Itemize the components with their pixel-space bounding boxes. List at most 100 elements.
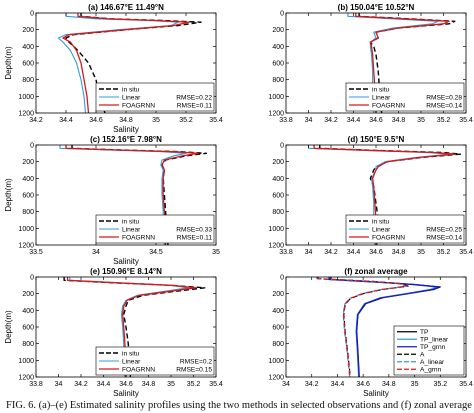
y-tick-label: 1200 xyxy=(268,111,284,118)
legend-label-tp-grnn: TP_grnn xyxy=(420,344,446,351)
y-tick-label: 800 xyxy=(272,209,284,216)
y-axis-label-e: Depth(m) xyxy=(4,310,13,344)
y-tick-label: 1000 xyxy=(268,94,284,101)
x-tick-label: 35 xyxy=(417,249,425,256)
y-tick-label: 600 xyxy=(272,61,284,68)
x-tick-label: 34.2 xyxy=(305,381,319,388)
y-tick-label: 400 xyxy=(272,44,284,51)
x-tick-label: 35.4 xyxy=(459,249,473,256)
legend-label-in-situ: in situ xyxy=(372,218,390,225)
x-tick-label: 35.2 xyxy=(437,117,451,124)
x-tick-label: 34.2 xyxy=(324,117,338,124)
figure-caption: FIG. 6. (a)–(e) Estimated salinity profi… xyxy=(6,400,472,411)
x-tick-label: 34.6 xyxy=(119,381,133,388)
legend-label-foagrnn: FOAGRNN xyxy=(372,102,405,109)
x-tick-label: 35.4 xyxy=(209,381,223,388)
x-tick-label: 34 xyxy=(55,381,63,388)
y-tick-label: 0 xyxy=(30,143,34,150)
y-tick-label: 0 xyxy=(280,275,284,282)
series-line-foagrnn-e xyxy=(66,277,197,377)
y-tick-label: 600 xyxy=(22,61,34,68)
x-tick-label: 34.8 xyxy=(382,381,396,388)
legend-label-in-situ: in situ xyxy=(122,86,140,93)
panel-title-b: (b) 150.04°E 10.52°N xyxy=(338,3,415,12)
y-tick-label: 200 xyxy=(22,27,34,34)
x-tick-label: 35.2 xyxy=(433,381,447,388)
rmse-label-foagrnn: RMSE=0.11 xyxy=(177,234,213,241)
rmse-label-foagrnn: RMSE=0.14 xyxy=(426,234,462,241)
x-tick-label: 34.6 xyxy=(356,381,370,388)
x-tick-label: 33.5 xyxy=(29,249,43,256)
x-tick-label: 34.8 xyxy=(142,381,156,388)
x-tick-label: 34.8 xyxy=(392,249,406,256)
x-tick-label: 35 xyxy=(167,381,175,388)
y-tick-label: 600 xyxy=(272,325,284,332)
legend-label-tp-linear: TP_linear xyxy=(420,337,449,344)
legend-label-in-situ: in situ xyxy=(122,218,140,225)
rmse-label-foagrnn: RMSE=0.14 xyxy=(426,102,462,109)
x-tick-label: 34.2 xyxy=(324,249,338,256)
x-tick-label: 35.2 xyxy=(187,381,201,388)
x-tick-label: 34.2 xyxy=(29,117,43,124)
y-tick-label: 200 xyxy=(272,159,284,166)
panel-e: 33.8 34 34.2 34.4 34.6 34.8 35 35.2 35.4 0 200 400 6… xyxy=(4,267,223,398)
panel-title-d: (d) 150°E 9.5°N xyxy=(348,135,405,144)
y-tick-label: 800 xyxy=(272,341,284,348)
rmse-label-foagrnn: RMSE=0.15 xyxy=(176,366,212,373)
y-tick-label: 1200 xyxy=(18,111,34,118)
panel-title-f: (f) zonal average xyxy=(344,267,408,276)
rmse-label-linear: RMSE=0.25 xyxy=(426,226,462,233)
y-tick-label: 600 xyxy=(22,325,34,332)
y-tick-label: 1200 xyxy=(268,375,284,382)
x-tick-label: 34.6 xyxy=(369,117,383,124)
y-tick-label: 1000 xyxy=(18,358,34,365)
y-tick-label: 200 xyxy=(22,159,34,166)
x-tick-label: 35.2 xyxy=(179,117,193,124)
x-tick-label: 34.6 xyxy=(89,117,103,124)
y-tick-label: 0 xyxy=(280,11,284,18)
rmse-label-linear: RMSE=0.22 xyxy=(176,94,212,101)
y-tick-label: 400 xyxy=(272,176,284,183)
legend-label-linear: Linear xyxy=(122,94,141,101)
x-axis-label-c: Salinity xyxy=(113,257,139,266)
x-tick-label: 35.4 xyxy=(459,117,473,124)
legend-label-in-situ: in situ xyxy=(372,86,390,93)
y-tick-label: 1200 xyxy=(268,243,284,250)
panel-title-a: (a) 146.67°E 11.49°N xyxy=(88,3,164,12)
y-tick-label: 0 xyxy=(30,275,34,282)
rmse-label-linear: RMSE=0.33 xyxy=(176,226,212,233)
x-tick-label: 33.8 xyxy=(29,381,43,388)
x-tick-label: 34.4 xyxy=(331,381,345,388)
x-tick-label: 34.4 xyxy=(59,117,73,124)
legend-label-foagrnn: FOAGRNN xyxy=(372,234,405,241)
x-tick-label: 35.2 xyxy=(437,249,451,256)
y-tick-label: 1000 xyxy=(18,94,34,101)
x-tick-label: 35 xyxy=(212,249,220,256)
x-tick-label: 34 xyxy=(305,249,313,256)
legend-label-tp: TP xyxy=(420,329,429,336)
x-axis-label-a: Salinity xyxy=(113,125,139,134)
x-tick-label: 35 xyxy=(152,117,160,124)
y-tick-label: 400 xyxy=(22,176,34,183)
panel-title-c: (c) 152.16°E 7.98°N xyxy=(90,135,162,144)
y-tick-label: 1000 xyxy=(268,226,284,233)
x-tick-label: 34 xyxy=(305,117,313,124)
legend-label-a-linear: A_linear xyxy=(420,359,445,366)
x-tick-label: 34 xyxy=(282,381,290,388)
panel-f: 34 34.2 34.4 34.6 34.8 35 35.2 35.4 0 200 400 600 80… xyxy=(268,267,472,398)
y-axis-label-c: Depth(m) xyxy=(4,178,13,212)
legend-label-linear: Linear xyxy=(122,226,141,233)
y-tick-label: 600 xyxy=(22,193,34,200)
y-tick-label: 400 xyxy=(272,308,284,315)
y-tick-label: 1000 xyxy=(268,358,284,365)
x-tick-label: 34.6 xyxy=(369,249,383,256)
legend-label-linear: Linear xyxy=(372,94,391,101)
legend-label-foagrnn: FOAGRNN xyxy=(122,234,155,241)
x-tick-label: 35.4 xyxy=(459,381,473,388)
panel-a: 34.2 34.4 34.6 34.8 35 35.2 35.4 0 200 400 600 800 1… xyxy=(4,3,223,134)
x-tick-label: 33.8 xyxy=(279,117,293,124)
